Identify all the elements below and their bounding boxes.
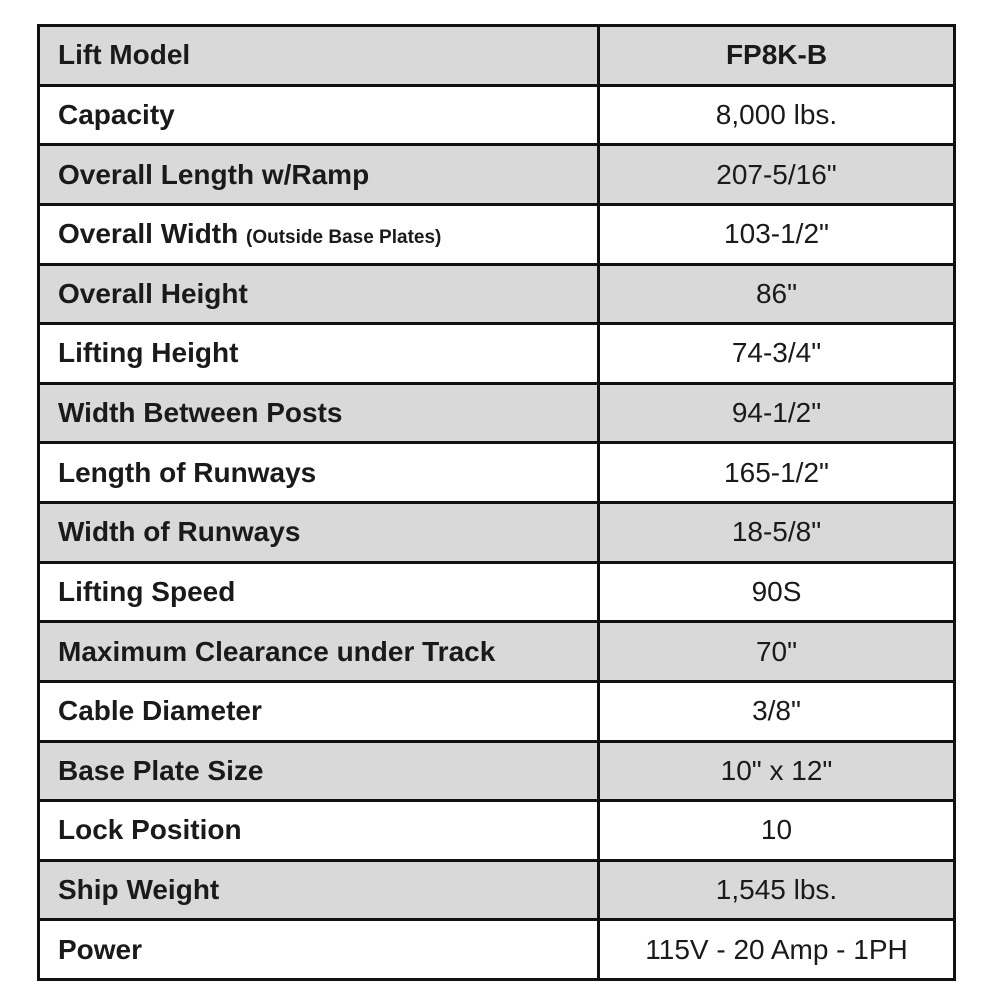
row-value: FP8K-B [597, 24, 956, 87]
row-value: 10" x 12" [597, 739, 956, 803]
row-label: Base Plate Size [37, 739, 600, 803]
row-value: 8,000 lbs. [597, 83, 956, 147]
row-value: 18-5/8" [597, 501, 956, 564]
table-row: Lifting Height 74-3/4" [37, 322, 956, 385]
table-row: Overall Width (Outside Base Plates) 103-1… [37, 202, 956, 266]
row-value: 94-1/2" [597, 381, 956, 445]
row-value: 90S [597, 560, 956, 624]
row-value: 74-3/4" [597, 322, 956, 385]
table-row: Overall Length w/Ramp 207-5/16" [37, 143, 956, 206]
row-value: 10 [597, 799, 956, 862]
table-row: Lock Position 10 [37, 799, 956, 862]
row-label: Lock Position [37, 799, 600, 862]
row-label: Overall Height [37, 262, 600, 326]
table-row: Length of Runways 165-1/2" [37, 441, 956, 504]
table-row: Width of Runways 18-5/8" [37, 501, 956, 564]
row-label: Cable Diameter [37, 679, 600, 743]
row-label: Width Between Posts [37, 381, 600, 445]
row-value: 207-5/16" [597, 143, 956, 206]
table-row: Power 115V - 20 Amp - 1PH [37, 918, 956, 981]
row-label: Lift Model [37, 24, 600, 87]
label-text: Overall Length w/Ramp [58, 158, 370, 190]
label-text: Base Plate Size [58, 754, 264, 786]
row-value: 1,545 lbs. [597, 858, 956, 922]
spec-table: Lift Model FP8K-B Capacity 8,000 lbs. Overal… [37, 24, 956, 981]
row-label: Ship Weight [37, 858, 600, 922]
label-text: Lifting Speed [58, 575, 236, 607]
table-row: Base Plate Size 10" x 12" [37, 739, 956, 803]
label-text: Maximum Clearance under Track [58, 635, 496, 667]
label-text: Width Between Posts [58, 397, 343, 429]
label-text: Lock Position [58, 814, 242, 846]
table-row: Capacity 8,000 lbs. [37, 83, 956, 147]
row-value: 103-1/2" [597, 202, 956, 266]
row-label: Overall Length w/Ramp [37, 143, 600, 206]
label-text: Width of Runways [58, 516, 301, 548]
label-text: Length of Runways [58, 456, 317, 488]
row-label: Lifting Speed [37, 560, 600, 624]
row-label: Overall Width (Outside Base Plates) [37, 202, 600, 266]
row-value: 70" [597, 620, 956, 683]
table-row: Width Between Posts 94-1/2" [37, 381, 956, 445]
row-label: Width of Runways [37, 501, 600, 564]
table-body: Lift Model FP8K-B Capacity 8,000 lbs. Overal… [37, 24, 956, 981]
label-text: Overall Height [58, 277, 248, 309]
row-value: 3/8" [597, 679, 956, 743]
table-row: Lift Model FP8K-B [37, 24, 956, 87]
row-value: 165-1/2" [597, 441, 956, 504]
label-text: Lifting Height [58, 337, 239, 369]
row-label: Power [37, 918, 600, 981]
label-text: Ship Weight [58, 874, 220, 906]
row-label: Maximum Clearance under Track [37, 620, 600, 683]
row-value: 86" [597, 262, 956, 326]
table-row: Maximum Clearance under Track 70" [37, 620, 956, 683]
label-text: Power [58, 933, 143, 965]
label-text: Lift Model [58, 39, 191, 71]
table-row: Lifting Speed 90S [37, 560, 956, 624]
label-note: (Outside Base Plates) [246, 227, 442, 249]
table-row: Ship Weight 1,545 lbs. [37, 858, 956, 922]
label-text: Capacity [58, 98, 175, 130]
table-row: Overall Height 86" [37, 262, 956, 326]
row-value: 115V - 20 Amp - 1PH [597, 918, 956, 981]
row-label: Capacity [37, 83, 600, 147]
row-label: Lifting Height [37, 322, 600, 385]
label-text: Overall Width [58, 218, 239, 250]
label-text: Cable Diameter [58, 695, 262, 727]
row-label: Length of Runways [37, 441, 600, 504]
table-row: Cable Diameter 3/8" [37, 679, 956, 743]
